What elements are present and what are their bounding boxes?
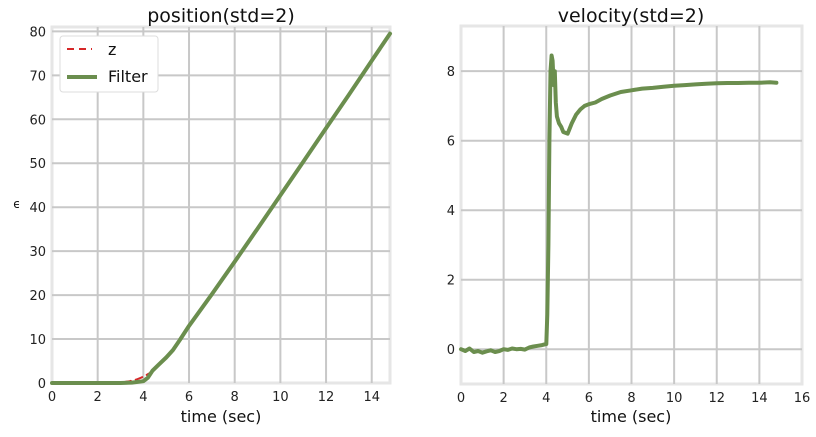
x-tick-label: 14: [751, 391, 768, 406]
x-tick-label: 0: [48, 390, 56, 405]
y-tick-label: 80: [29, 25, 46, 40]
x-tick-label: 8: [231, 390, 239, 405]
x-tick-label: 6: [185, 390, 193, 405]
y-tick-label: 0: [38, 377, 46, 392]
velocity-title: velocity(std=2): [558, 5, 705, 27]
velocity-chart: 0 2 4 6 8 10 12 14 16 0 2 4 6 8 velocity(std=2) time …: [447, 5, 811, 426]
y-tick-label: 4: [447, 204, 455, 219]
y-tick-label: 50: [29, 157, 46, 172]
y-tick-label: 0: [447, 343, 455, 358]
legend-z-label: z: [108, 40, 116, 59]
x-tick-label: 2: [499, 391, 507, 406]
y-tick-label: 60: [29, 113, 46, 128]
position-legend: z Filter: [59, 35, 159, 93]
velocity-ticks: 0 2 4 6 8 10 12 14 16 0 2 4 6 8: [447, 65, 811, 406]
legend-filter-label: Filter: [108, 67, 148, 86]
y-tick-label: 70: [29, 69, 46, 84]
position-series: [50, 31, 392, 385]
x-tick-label: 12: [318, 390, 335, 405]
x-tick-label: 12: [708, 391, 725, 406]
filter-series-line: [50, 31, 392, 385]
velocity-series: [459, 53, 779, 355]
x-tick-label: 8: [627, 391, 635, 406]
x-tick-label: 0: [457, 391, 465, 406]
velocity-xlabel: time (sec): [591, 407, 672, 426]
y-tick-label: 10: [29, 333, 46, 348]
x-tick-label: 2: [94, 390, 102, 405]
velocity-series-line: [459, 53, 779, 355]
y-tick-label: 2: [447, 274, 455, 289]
position-chart: 0 2 4 6 8 10 12 14 0 10 20 30 40 50 60 70 80 position(st…: [13, 5, 392, 426]
x-tick-label: 14: [363, 390, 380, 405]
x-tick-label: 4: [542, 391, 550, 406]
position-ticks: 0 2 4 6 8 10 12 14 0 10 20 30 40 50 60 70 80: [29, 25, 380, 405]
position-xlabel: time (sec): [181, 407, 262, 426]
y-tick-label: 20: [29, 289, 46, 304]
x-tick-label: 16: [794, 391, 811, 406]
x-tick-label: 4: [139, 390, 147, 405]
position-ylabel: ϵ: [13, 197, 20, 211]
y-tick-label: 40: [29, 201, 46, 216]
position-title: position(std=2): [147, 5, 295, 27]
y-tick-label: 6: [447, 135, 455, 150]
x-tick-label: 10: [666, 391, 683, 406]
y-tick-label: 8: [447, 65, 455, 80]
y-tick-label: 30: [29, 245, 46, 260]
x-tick-label: 6: [585, 391, 593, 406]
x-tick-label: 10: [272, 390, 289, 405]
